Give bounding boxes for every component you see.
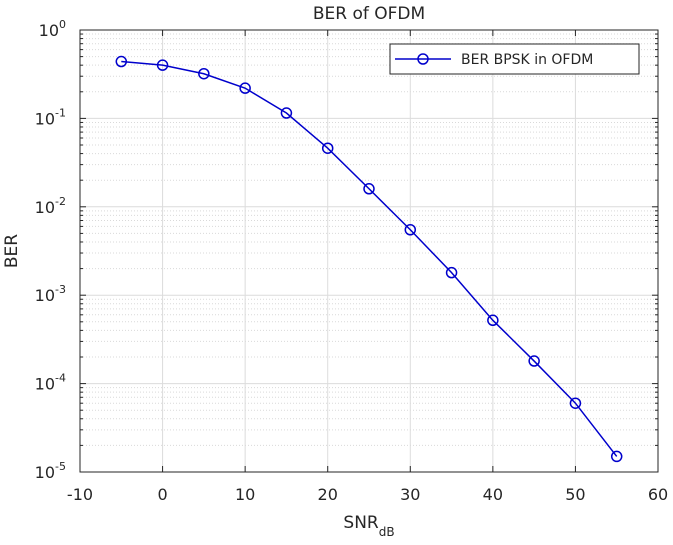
plot-area bbox=[80, 30, 658, 472]
x-axis-label-subscript: dB bbox=[379, 525, 395, 539]
x-tick-label: 0 bbox=[157, 485, 167, 504]
data-point-marker bbox=[198, 67, 210, 80]
tick-marks bbox=[79, 29, 659, 473]
data-point-marker bbox=[280, 107, 293, 119]
y-tick-label-exponent: -3 bbox=[55, 283, 66, 296]
y-tick-label-base: 10 bbox=[39, 21, 59, 40]
x-tick-label: 40 bbox=[483, 485, 503, 504]
data-point-marker bbox=[321, 142, 334, 154]
data-point-marker bbox=[115, 55, 128, 68]
data-point-marker bbox=[610, 450, 623, 463]
y-tick-label-exponent: -1 bbox=[55, 106, 66, 119]
data-point-marker bbox=[156, 59, 169, 71]
data-point-marker bbox=[487, 314, 499, 327]
y-tick-label-base: 10 bbox=[35, 198, 55, 217]
y-tick-label: 10-2 bbox=[35, 195, 66, 217]
y-axis-label: BER bbox=[2, 234, 22, 268]
data-point-marker bbox=[239, 82, 251, 94]
y-tick-label: 10-4 bbox=[35, 372, 66, 394]
chart-title: BER of OFDM bbox=[313, 4, 425, 24]
x-tick-label: 60 bbox=[648, 485, 668, 504]
legend-marker-icon bbox=[417, 53, 429, 65]
series-line bbox=[121, 60, 618, 457]
x-tick-labels: -10 0 10 20 30 40 50 60 bbox=[67, 485, 668, 504]
x-tick-label: -10 bbox=[67, 485, 93, 504]
y-tick-label: 10-1 bbox=[35, 106, 66, 128]
data-point-marker bbox=[528, 355, 540, 367]
x-tick-label: 30 bbox=[400, 485, 420, 504]
x-tick-label: 50 bbox=[565, 485, 585, 504]
legend-label: BER BPSK in OFDM bbox=[461, 52, 593, 68]
x-axis-label: SNRdB bbox=[343, 513, 394, 539]
data-point-marker bbox=[569, 397, 582, 409]
y-tick-label-base: 10 bbox=[35, 286, 55, 305]
data-series bbox=[115, 55, 623, 463]
y-tick-label: 10-3 bbox=[35, 283, 66, 305]
y-tick-label-base: 10 bbox=[35, 109, 55, 128]
y-tick-label-base: 10 bbox=[35, 375, 55, 394]
y-tick-label-exponent: -4 bbox=[55, 372, 66, 385]
y-tick-label: 100 bbox=[39, 18, 66, 40]
y-tick-label: 10-5 bbox=[35, 460, 66, 482]
data-point-marker bbox=[363, 183, 375, 195]
x-tick-label: 20 bbox=[318, 485, 338, 504]
y-tick-label-base: 10 bbox=[35, 463, 55, 482]
y-tick-label-exponent: -2 bbox=[55, 195, 66, 208]
x-axis-label-main: SNR bbox=[343, 513, 379, 533]
y-tick-label-exponent: 0 bbox=[59, 18, 66, 31]
plot-frame bbox=[79, 29, 659, 473]
y-tick-label-exponent: -5 bbox=[55, 460, 66, 473]
data-point-marker bbox=[404, 224, 417, 236]
major-grid bbox=[80, 30, 658, 472]
x-tick-label: 10 bbox=[235, 485, 255, 504]
legend: BER BPSK in OFDM bbox=[389, 43, 640, 75]
minor-grid bbox=[80, 33, 658, 446]
data-point-marker bbox=[445, 266, 458, 279]
